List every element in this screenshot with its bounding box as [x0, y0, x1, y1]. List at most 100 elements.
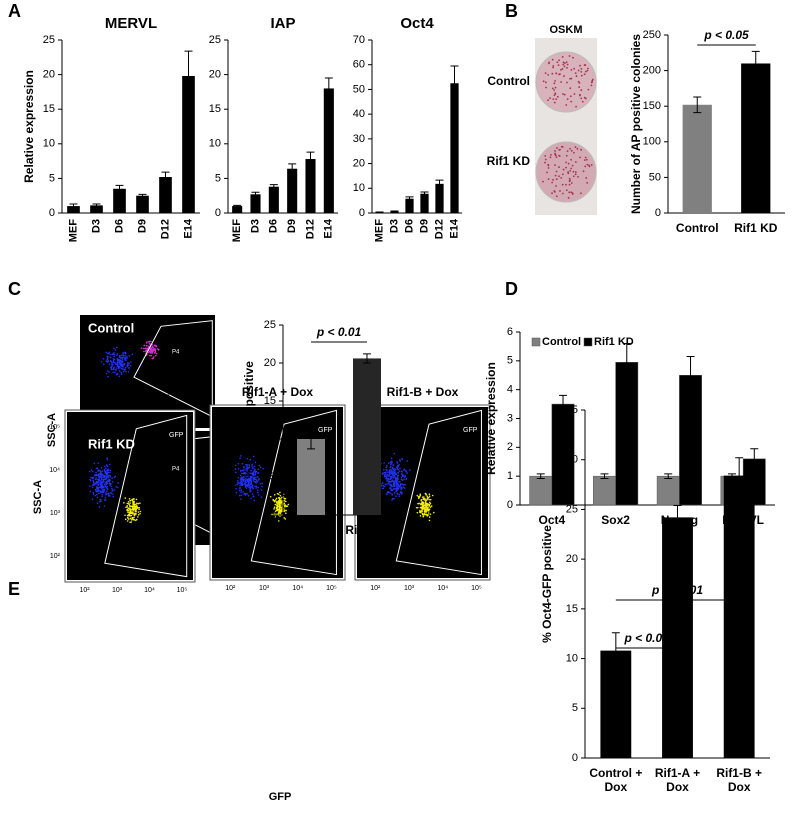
event-dot — [253, 465, 256, 468]
x-tick-label: D3 — [90, 219, 102, 233]
event-dot — [95, 471, 97, 474]
flow-tick: 10⁴ — [437, 585, 448, 592]
y-tick-label: 10 — [209, 138, 221, 150]
event-dot — [257, 494, 260, 496]
colony-dot — [566, 98, 569, 101]
y-tick-label: 20 — [43, 69, 55, 81]
flow-tick: 10³ — [112, 587, 123, 594]
y-tick-label: 25 — [43, 34, 55, 46]
event-dot — [247, 472, 250, 475]
event-dot — [276, 492, 279, 495]
colony-dot — [569, 147, 571, 150]
colony-dot — [555, 178, 558, 181]
gate-label: GFP — [169, 432, 184, 439]
event-dot — [102, 363, 105, 365]
plate-row-label: Control — [487, 74, 530, 88]
event-dot — [118, 370, 121, 372]
event-dot — [240, 489, 243, 491]
colony-dot — [547, 73, 550, 76]
event-dot — [134, 508, 136, 510]
event-dot — [423, 510, 426, 512]
event-dot — [246, 464, 249, 466]
event-dot — [247, 494, 250, 497]
event-dot — [100, 477, 103, 479]
event-dot — [249, 458, 252, 461]
event-dot — [242, 491, 244, 493]
y-tick-label: 5 — [507, 355, 513, 367]
colony-dot — [550, 154, 552, 156]
bar — [90, 205, 103, 213]
y-tick-label: 60 — [353, 59, 365, 71]
panel-letter: C — [8, 279, 21, 299]
event-dot — [398, 470, 401, 473]
flow-tick: 10⁴ — [292, 585, 303, 592]
event-dot — [246, 479, 249, 481]
flow-tick: 10³ — [50, 510, 61, 517]
event-dot — [394, 473, 397, 476]
flow-label: Rif1-A + Dox — [242, 385, 314, 399]
event-dot — [383, 471, 385, 474]
event-dot — [99, 498, 101, 501]
event-dot — [392, 483, 395, 486]
colony-dot — [562, 63, 565, 66]
y-tick-label: 5 — [49, 172, 55, 184]
y-tick-label: 250 — [643, 29, 661, 41]
error-bar — [69, 203, 78, 209]
event-dot — [389, 461, 392, 464]
event-dot — [248, 486, 250, 489]
event-dot — [146, 345, 148, 347]
event-dot — [422, 501, 425, 504]
colony-dot — [581, 100, 584, 103]
event-dot — [237, 481, 239, 484]
event-dot — [102, 487, 105, 489]
colony-dot — [544, 81, 547, 84]
event-dot — [390, 457, 393, 460]
event-dot — [119, 359, 121, 361]
colony-dot — [590, 84, 593, 87]
event-dot — [155, 354, 157, 357]
event-dot — [90, 469, 93, 471]
event-dot — [103, 468, 106, 471]
event-dot — [427, 508, 429, 510]
event-dot — [398, 464, 400, 466]
colony-dot — [570, 191, 573, 194]
event-dot — [261, 482, 264, 485]
event-dot — [149, 349, 152, 352]
event-dot — [103, 475, 106, 477]
event-dot — [106, 488, 109, 491]
event-dot — [405, 477, 408, 480]
event-dot — [389, 466, 392, 469]
event-dot — [128, 503, 130, 506]
event-dot — [102, 357, 105, 360]
event-dot — [284, 505, 286, 508]
event-dot — [398, 493, 400, 496]
event-dot — [98, 489, 100, 491]
event-dot — [239, 457, 242, 460]
event-dot — [135, 513, 137, 515]
event-dot — [129, 505, 132, 508]
event-dot — [242, 469, 244, 472]
event-dot — [100, 487, 103, 489]
event-dot — [269, 495, 272, 498]
event-dot — [120, 356, 123, 359]
colony-dot — [569, 179, 572, 182]
event-dot — [397, 474, 399, 477]
event-dot — [106, 457, 108, 459]
event-dot — [110, 368, 113, 371]
event-dot — [129, 364, 132, 367]
event-dot — [425, 498, 427, 501]
event-dot — [109, 359, 112, 362]
event-dot — [126, 357, 128, 360]
colony-dot — [573, 93, 576, 95]
event-dot — [393, 476, 395, 479]
event-dot — [393, 452, 396, 455]
colony-dot — [551, 192, 553, 195]
event-dot — [416, 511, 419, 514]
event-dot — [151, 346, 154, 349]
event-dot — [242, 478, 245, 481]
gate — [395, 409, 482, 576]
colony-dot — [544, 155, 547, 157]
error-bar — [751, 50, 760, 77]
colony-dot — [555, 195, 558, 198]
colony-dot — [562, 192, 564, 195]
